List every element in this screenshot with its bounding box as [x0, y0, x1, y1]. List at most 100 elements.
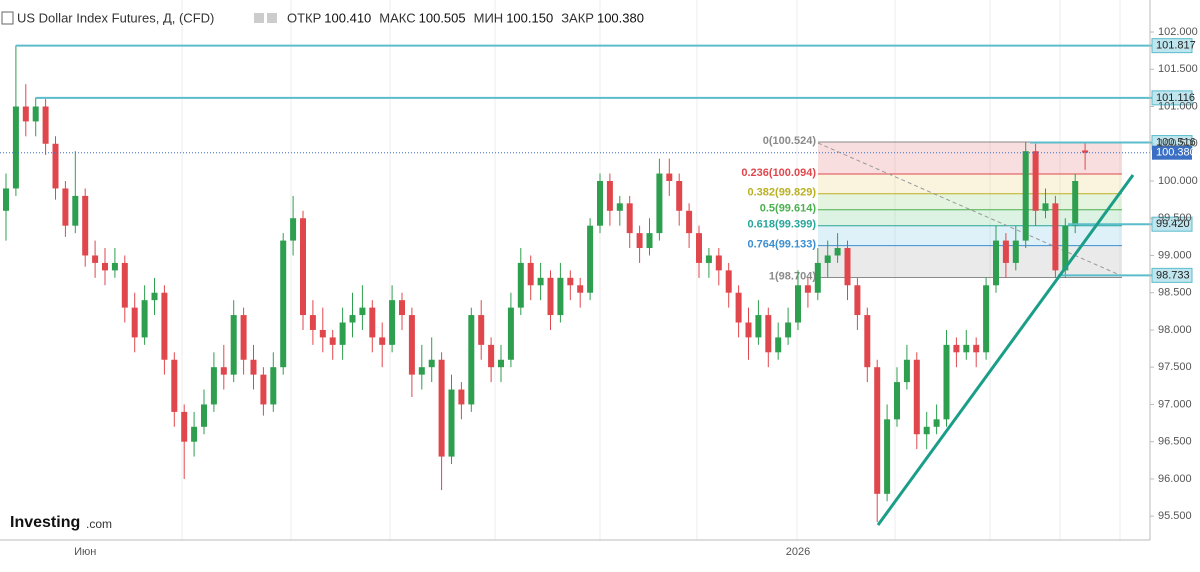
candle-body: [82, 195, 89, 256]
candle-body: [131, 307, 138, 338]
candle-body: [597, 180, 603, 226]
candle-body: [290, 218, 297, 241]
candle-body: [379, 337, 386, 345]
candle-body: [696, 233, 702, 263]
candle-body: [864, 315, 871, 368]
candle-body: [191, 426, 198, 442]
y-tick-label: 95.500: [1158, 510, 1192, 522]
title: US Dollar Index Futures, Д, (CFD): [17, 10, 214, 25]
candle-body: [468, 315, 475, 405]
v-grid: [181, 0, 1121, 540]
candle-body: [319, 329, 326, 338]
candle-body: [804, 285, 811, 293]
candle-body: [329, 337, 336, 345]
candle-body: [785, 322, 792, 338]
candle-body: [220, 367, 227, 375]
fib-label: 0.618(99.399): [748, 219, 817, 231]
candle-body: [111, 262, 118, 271]
candle-body: [498, 359, 504, 368]
candle-body: [943, 344, 950, 420]
candle-body: [428, 359, 435, 368]
candle-body: [884, 419, 891, 494]
candle-body: [389, 300, 396, 345]
stat-value: 100.150: [506, 10, 553, 25]
price-lines: 101.817 101.116 100.516 99.420 98.733 100.380: [0, 38, 1196, 283]
price-label: 99.420: [1156, 218, 1190, 230]
candle-body: [1012, 240, 1019, 263]
candle-body: [636, 233, 643, 249]
fib-diagonal: [817, 142, 1123, 277]
fib-band: [818, 225, 1122, 246]
candle-body: [1042, 203, 1049, 211]
y-tick-label: 96.500: [1158, 436, 1192, 448]
candle-body: [438, 359, 445, 457]
y-tick-label: 99.500: [1158, 212, 1192, 224]
candle-body: [527, 262, 534, 286]
trend-line: [876, 174, 1135, 526]
candle-body: [1022, 151, 1029, 241]
candle-body: [993, 240, 999, 286]
current-price-label: 100.380: [1156, 147, 1196, 159]
candle-body: [359, 307, 366, 316]
candle-body: [616, 203, 623, 211]
y-tick-label: 97.000: [1158, 398, 1192, 410]
candle-body: [666, 173, 673, 181]
candle-body: [72, 195, 79, 226]
candle-body: [854, 285, 861, 316]
stat-label: ОТКР: [287, 10, 321, 25]
stat-value: 100.380: [597, 10, 644, 25]
candle-body: [1082, 150, 1089, 153]
price-label-box: [1151, 38, 1193, 54]
fib-label: 0.5(99.614): [760, 203, 817, 215]
y-tick-label: 100.000: [1158, 175, 1198, 187]
candle-body: [795, 285, 801, 323]
brand: Investing: [10, 514, 80, 531]
candle-body: [973, 344, 980, 353]
candle-body: [181, 411, 188, 442]
price-label: 101.116: [1156, 92, 1195, 104]
candle-body: [151, 292, 158, 301]
candle-body: [121, 262, 128, 308]
icon[interactable]: [254, 13, 264, 23]
candle-body: [953, 344, 960, 353]
candle-body: [656, 173, 663, 234]
price-label: 98.733: [1156, 269, 1190, 281]
y-tick-label: 96.000: [1158, 473, 1192, 485]
candle-body: [1032, 151, 1039, 211]
candle-body: [92, 255, 99, 263]
menu-icon[interactable]: [1, 11, 14, 25]
candle-body: [913, 359, 920, 435]
candle-body: [894, 382, 900, 420]
candle-body: [22, 106, 29, 122]
candle-body: [488, 344, 495, 368]
candle-body: [369, 307, 376, 338]
candle-body: [399, 300, 405, 316]
fib-label: 0.236(100.094): [741, 167, 816, 179]
candle-body: [300, 218, 306, 316]
y-tick-label: 98.000: [1158, 324, 1192, 336]
candle-body: [448, 389, 455, 457]
candle-body: [834, 248, 841, 256]
fib-label: 0(100.524): [763, 135, 817, 147]
candle-body: [408, 315, 415, 375]
candle-body: [715, 255, 722, 271]
candle-body: [735, 292, 742, 323]
candle-body: [547, 277, 554, 316]
candle-body: [626, 203, 633, 234]
x-tick-label: 2026: [786, 546, 810, 558]
candle-body: [517, 262, 524, 308]
candle-body: [1002, 240, 1009, 263]
candle-body: [418, 367, 425, 375]
candle-body: [161, 292, 168, 360]
candle-body: [280, 240, 287, 368]
fib-label: 1(98.704): [769, 270, 816, 282]
icon[interactable]: [267, 13, 277, 23]
y-tick-label: 98.500: [1158, 287, 1192, 299]
current-price-box: [1152, 145, 1192, 160]
price-label: 101.817: [1156, 40, 1196, 52]
y-tick-label: 102.000: [1158, 26, 1198, 38]
candle-body: [923, 426, 930, 435]
candle-body: [250, 359, 257, 375]
candle-body: [458, 389, 465, 405]
